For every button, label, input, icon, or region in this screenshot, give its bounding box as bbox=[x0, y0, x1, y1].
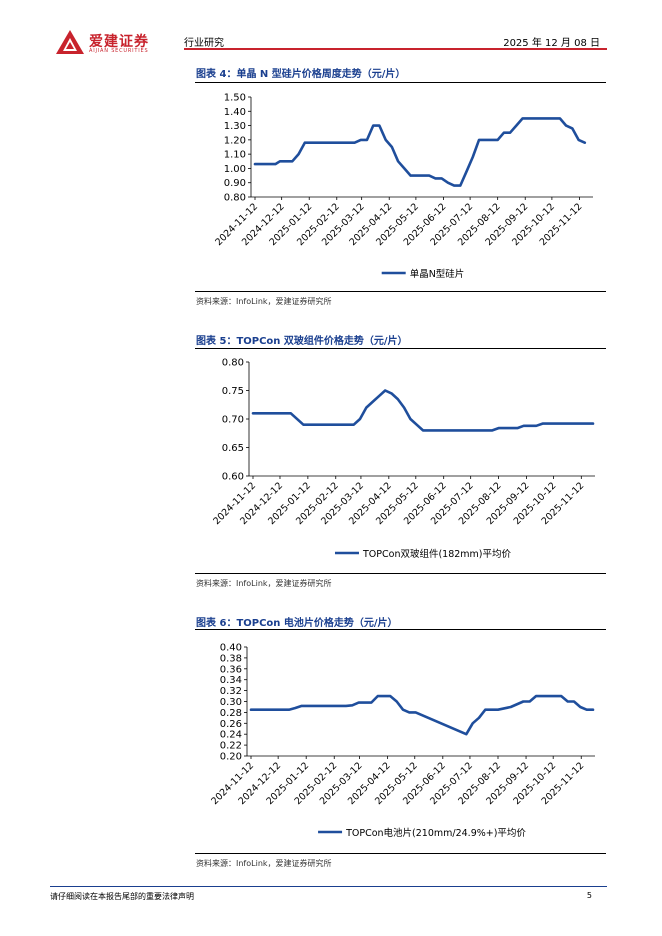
figure-4-top-rule bbox=[195, 82, 606, 83]
y-tick-label: 0.24 bbox=[220, 730, 242, 741]
y-tick-label: 0.60 bbox=[222, 472, 244, 483]
y-tick-label: 0.70 bbox=[222, 415, 244, 426]
figure-5-source: 资料来源：InfoLink，爱建证券研究所 bbox=[196, 579, 332, 588]
logo-text-en: AIJIAN SECURITIES bbox=[89, 48, 149, 54]
series-line bbox=[249, 694, 595, 736]
y-tick-label: 0.75 bbox=[222, 386, 244, 397]
figure-4-chart: 0.80 0.90 1.00 1.10 1.20 1.30 1.40 1.50 2024-11-… bbox=[195, 83, 606, 289]
y-tick-label: 0.34 bbox=[220, 675, 242, 686]
y-tick-label: 0.26 bbox=[220, 719, 242, 730]
y-tick-label: 0.80 bbox=[222, 358, 244, 369]
y-tick-label: 0.30 bbox=[220, 697, 242, 708]
figure-6-source: 资料来源：InfoLink，爱建证券研究所 bbox=[196, 859, 332, 868]
y-tick-label: 1.20 bbox=[224, 135, 246, 146]
page-number: 5 bbox=[586, 891, 592, 900]
y-tick-label: 1.30 bbox=[224, 121, 246, 132]
y-tick-label: 0.28 bbox=[220, 708, 242, 719]
series-line bbox=[253, 117, 587, 187]
report-date: 2025 年 12 月 08 日 bbox=[503, 38, 600, 49]
logo-text-cn: 爱建证券 bbox=[89, 34, 149, 50]
y-tick-label: 1.40 bbox=[224, 107, 246, 118]
y-tick-label: 1.50 bbox=[224, 93, 246, 104]
report-section: 行业研究 bbox=[184, 38, 224, 49]
figure-4-bottom-rule bbox=[195, 291, 606, 292]
y-tick-label: 0.38 bbox=[220, 653, 242, 664]
chart-5-svg: 0.600.650.700.750.802024-11-122024-12-12… bbox=[211, 358, 595, 560]
legend-label: TOPCon电池片(210mm/24.9%+)平均价 bbox=[345, 827, 526, 839]
chart-6-svg: 0.200.220.240.260.280.300.320.340.360.38… bbox=[209, 643, 595, 839]
y-tick-label: 0.36 bbox=[220, 664, 242, 675]
logo-mark-icon bbox=[56, 30, 84, 54]
y-tick-label: 0.40 bbox=[220, 643, 242, 654]
legend-label: 单晶N型硅片 bbox=[410, 268, 465, 280]
figure-4-title: 图表 4：单晶 N 型硅片价格周度走势（元/片） bbox=[196, 69, 406, 80]
legend-label: TOPCon双玻组件(182mm)平均价 bbox=[362, 548, 512, 560]
y-tick-label: 0.65 bbox=[222, 443, 244, 454]
y-tick-label: 0.80 bbox=[224, 193, 246, 204]
header-divider bbox=[184, 48, 607, 50]
figure-6-chart: 0.20 0.22 0.24 0.26 0.28 0.30 0.32 0.34 0.36 0.38… bbox=[195, 630, 606, 852]
footer-divider bbox=[50, 886, 607, 887]
y-tick-label: 0.20 bbox=[220, 752, 242, 763]
chart-4-svg: 0.800.901.001.101.201.301.401.502024-11-… bbox=[213, 93, 593, 280]
y-tick-label: 1.10 bbox=[224, 150, 246, 161]
y-tick-label: 0.22 bbox=[220, 741, 242, 752]
figure-5-chart: 0.60 0.65 0.70 0.75 0.80 2024-11-12 2024-12-12… bbox=[195, 349, 606, 573]
figure-6-top-rule bbox=[195, 629, 606, 630]
footer-disclaimer: 请仔细阅读在本报告尾部的重要法律声明 bbox=[50, 892, 194, 901]
figure-5-title: 图表 5：TOPCon 双玻组件价格走势（元/片） bbox=[196, 336, 408, 347]
series-line bbox=[251, 389, 595, 432]
figure-6-title: 图表 6：TOPCon 电池片价格走势（元/片） bbox=[196, 618, 398, 629]
figure-6-bottom-rule bbox=[195, 853, 606, 854]
y-tick-label: 1.00 bbox=[224, 164, 246, 175]
y-tick-label: 0.90 bbox=[224, 178, 246, 189]
figure-5-top-rule bbox=[195, 348, 606, 349]
y-tick-label: 0.32 bbox=[220, 686, 242, 697]
figure-4-source: 资料来源：InfoLink，爱建证券研究所 bbox=[196, 297, 332, 306]
company-logo: 爱建证券 AIJIAN SECURITIES bbox=[55, 29, 165, 57]
figure-5-bottom-rule bbox=[195, 573, 606, 574]
